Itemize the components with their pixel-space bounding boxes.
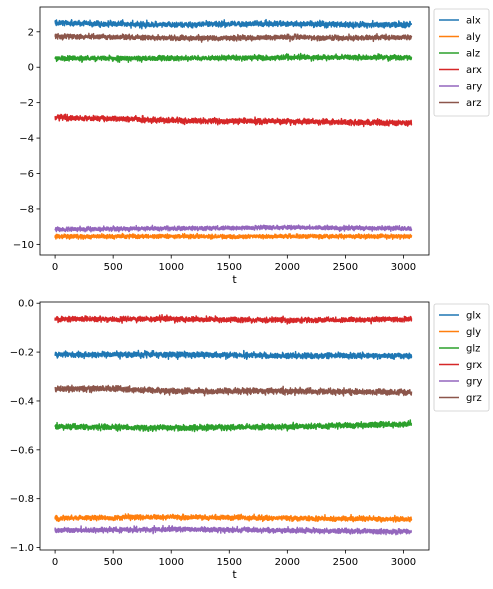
chart-panel-2: 0 500 1000 1500 2000 2500 3000 0.0 −0.2 −0.4 −0.6 −… [10,299,490,581]
x-tick-label: 500 [104,557,123,568]
series-group [54,18,413,240]
y-tick-label: −1.0 [10,543,34,554]
chart-panel-1: 0 500 1000 1500 2000 2500 3000 2 0 −2 −4 −6 −8 −10 t al… [13,6,490,286]
x-tick-label: 1000 [158,262,183,273]
x-tick-label: 500 [104,262,123,273]
y-tick-label: −6 [19,169,34,180]
series-line-glx [54,349,413,361]
legend-label-gry: gry [466,377,482,388]
legend-label-alx: alx [466,16,481,27]
plot-frame [39,6,430,256]
y-tick-label: 2 [28,27,34,38]
legend-label-gly: gly [466,327,481,338]
legend-label-alz: alz [466,49,480,60]
x-tick-label: 2000 [275,262,300,273]
y-tick-label: −10 [13,240,34,251]
series-line-grz [54,384,413,397]
legend-label-grx: grx [466,360,482,371]
series-line-arx [54,113,413,128]
series-group [54,314,413,536]
x-tick-label: 1500 [217,557,242,568]
y-tick-label: −8 [19,204,34,215]
legend-label-arx: arx [466,65,482,76]
x-axis-label: t [232,568,237,581]
y-tick-label: −2 [19,98,34,109]
x-tick-label: 0 [52,557,58,568]
y-tick-label: 0.0 [18,299,34,310]
legend-label-arz: arz [466,98,482,109]
y-tick-label: −0.2 [10,348,34,359]
x-tick-label: 0 [52,262,58,273]
y-tick-label: −0.8 [10,494,34,505]
series-line-grx [54,314,413,325]
y-tick-label: −4 [19,134,34,145]
x-tick-label: 2000 [275,557,300,568]
series-line-gry [54,524,413,536]
legend-label-grz: grz [466,393,482,404]
legend-label-aly: aly [466,32,481,43]
series-line-aly [54,232,413,240]
series-line-alz [54,52,413,64]
x-tick-label: 3000 [391,557,416,568]
x-tick-label: 1000 [158,557,183,568]
x-axis-label: t [232,273,237,286]
series-line-alx [54,18,413,30]
x-tick-label: 1500 [217,262,242,273]
plot-frame [39,301,430,551]
series-line-glz [54,419,413,433]
series-line-ary [54,224,413,233]
y-tick-label: 0 [28,63,34,74]
legend: glx gly glz grx gry grz [433,303,490,412]
x-tick-label: 2500 [333,262,358,273]
y-tick-label: −0.4 [10,396,34,407]
y-tick-label: −0.6 [10,445,34,456]
legend-label-glz: glz [466,344,480,355]
x-tick-label: 2500 [333,557,358,568]
legend-label-glx: glx [466,311,481,322]
legend-label-ary: ary [466,82,482,93]
series-line-arz [54,32,413,43]
legend: alx aly alz arx ary arz [433,8,490,117]
series-line-gly [54,513,413,523]
x-tick-label: 3000 [391,262,416,273]
